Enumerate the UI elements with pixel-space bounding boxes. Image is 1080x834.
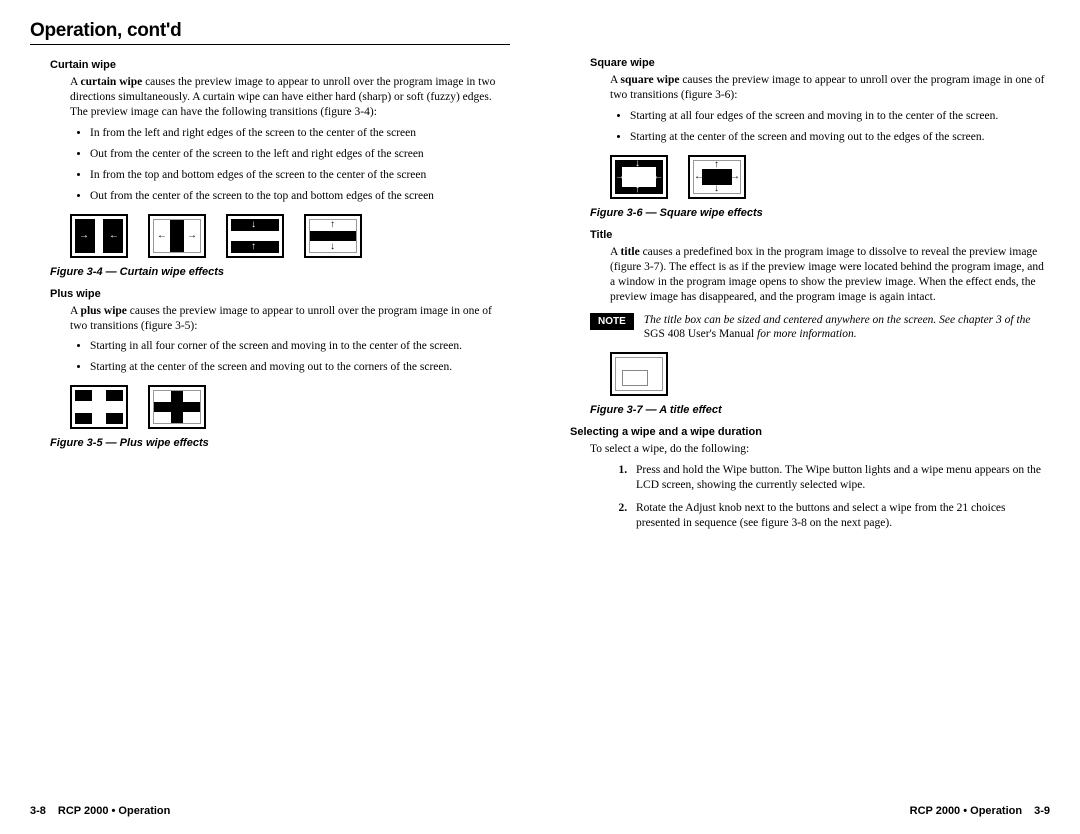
square-bold: square wipe: [621, 74, 680, 86]
plus-para: A plus wipe causes the preview image to …: [70, 304, 510, 334]
plus-icon-1: [70, 385, 128, 429]
square-para: A square wipe causes the preview image t…: [610, 73, 1050, 103]
square-bullet-1: Starting at all four edges of the screen…: [630, 109, 1050, 124]
selecting-heading: Selecting a wipe and a wipe duration: [570, 426, 1050, 438]
title-icon-1: [610, 352, 668, 396]
selecting-steps: Press and hold the Wipe button. The Wipe…: [610, 463, 1050, 531]
square-icons: ↓↑ →← ↑↓ ←→: [610, 155, 1050, 199]
plus-fig-caption: Figure 3-5 — Plus wipe effects: [50, 437, 510, 449]
note-text: The title box can be sized and centered …: [644, 313, 1050, 343]
footer-left-doc: RCP 2000 • Operation: [58, 805, 170, 817]
footer: 3-8 RCP 2000 • Operation RCP 2000 • Oper…: [0, 805, 1080, 817]
square-icon-2: ↑↓ ←→: [688, 155, 746, 199]
curtain-icon-2: ←→: [148, 214, 206, 258]
footer-left-pagenum: 3-8: [30, 805, 46, 817]
title-fig-caption: Figure 3-7 — A title effect: [590, 404, 1050, 416]
plus-bullet-2: Starting at the center of the screen and…: [90, 360, 510, 375]
curtain-icons: →← ←→ ↓↑ ↑↓: [70, 214, 510, 258]
footer-left: 3-8 RCP 2000 • Operation: [30, 805, 170, 817]
page-title: Operation, cont'd: [30, 20, 510, 42]
curtain-fig-caption: Figure 3-4 — Curtain wipe effects: [50, 266, 510, 278]
square-bullet-2: Starting at the center of the screen and…: [630, 130, 1050, 145]
plus-icon-2: [148, 385, 206, 429]
title-icons: [610, 352, 1050, 396]
curtain-para: A curtain wipe causes the preview image …: [70, 75, 510, 120]
curtain-icon-1: →←: [70, 214, 128, 258]
square-fig-caption: Figure 3-6 — Square wipe effects: [590, 207, 1050, 219]
selecting-intro: To select a wipe, do the following:: [590, 442, 1050, 457]
curtain-bullet-1: In from the left and right edges of the …: [90, 126, 510, 141]
curtain-bullets: In from the left and right edges of the …: [70, 126, 510, 204]
plus-bullets: Starting in all four corner of the scree…: [70, 339, 510, 375]
square-heading: Square wipe: [590, 57, 1050, 69]
curtain-icon-3: ↓↑: [226, 214, 284, 258]
selecting-step-1: Press and hold the Wipe button. The Wipe…: [630, 463, 1050, 493]
plus-icons: [70, 385, 510, 429]
curtain-bold: curtain wipe: [81, 76, 143, 88]
note-row: NOTE The title box can be sized and cent…: [590, 313, 1050, 343]
curtain-bullet-2: Out from the center of the screen to the…: [90, 147, 510, 162]
title-bold: title: [621, 246, 640, 258]
note-manual-ref: SGS 408 User's Manual: [644, 328, 754, 340]
curtain-icon-4: ↑↓: [304, 214, 362, 258]
note-badge: NOTE: [590, 313, 634, 330]
plus-heading: Plus wipe: [50, 288, 510, 300]
left-column: Operation, cont'd Curtain wipe A curtain…: [30, 20, 510, 795]
title-para: A title causes a predefined box in the p…: [610, 245, 1050, 305]
selecting-step-2: Rotate the Adjust knob next to the butto…: [630, 501, 1050, 531]
footer-right: RCP 2000 • Operation 3-9: [910, 805, 1050, 817]
footer-right-pagenum: 3-9: [1034, 805, 1050, 817]
title-heading: Title: [590, 229, 1050, 241]
plus-bold: plus wipe: [81, 305, 127, 317]
footer-right-doc: RCP 2000 • Operation: [910, 805, 1022, 817]
plus-bullet-1: Starting in all four corner of the scree…: [90, 339, 510, 354]
square-icon-1: ↓↑ →←: [610, 155, 668, 199]
right-column: Square wipe A square wipe causes the pre…: [570, 20, 1050, 795]
curtain-heading: Curtain wipe: [50, 59, 510, 71]
curtain-bullet-3: In from the top and bottom edges of the …: [90, 168, 510, 183]
curtain-bullet-4: Out from the center of the screen to the…: [90, 189, 510, 204]
horizontal-rule: [30, 44, 510, 45]
square-bullets: Starting at all four edges of the screen…: [610, 109, 1050, 145]
